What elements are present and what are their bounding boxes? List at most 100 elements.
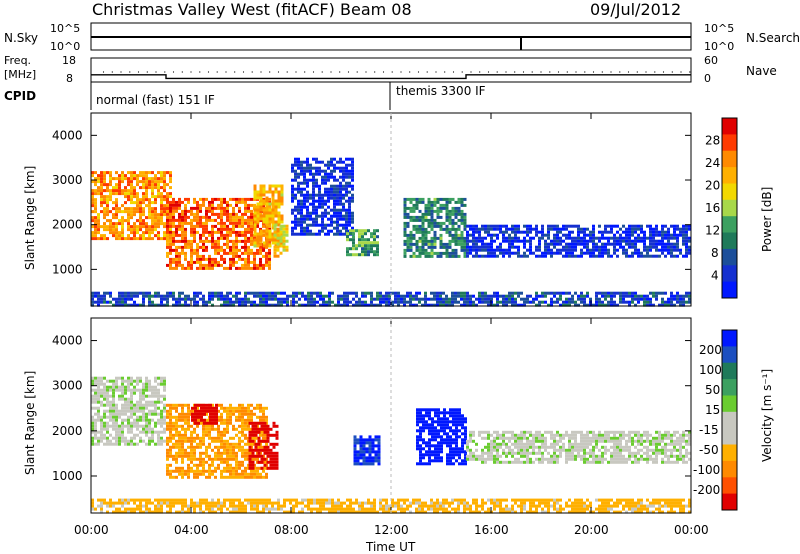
power-cell bbox=[327, 229, 330, 233]
power-cell bbox=[688, 224, 691, 228]
vel-cell bbox=[235, 469, 238, 473]
vel-cell bbox=[112, 427, 115, 431]
vel-cell bbox=[139, 391, 142, 395]
vel-cell bbox=[148, 424, 151, 428]
power-cell bbox=[343, 300, 346, 304]
power-cell bbox=[274, 184, 278, 188]
power-cell bbox=[448, 215, 452, 219]
power-cell bbox=[292, 297, 295, 301]
power-cell bbox=[643, 233, 646, 237]
vel-cell bbox=[422, 441, 425, 445]
power-cell bbox=[112, 189, 115, 193]
power-cell bbox=[562, 254, 565, 258]
vel-cell bbox=[368, 459, 372, 463]
power-cell bbox=[283, 297, 286, 301]
vel-cell bbox=[169, 439, 172, 443]
power-cell bbox=[514, 245, 517, 249]
power-cell bbox=[345, 193, 348, 197]
power-cell bbox=[430, 251, 434, 255]
power-cell bbox=[235, 212, 238, 216]
vel-cell bbox=[100, 439, 103, 443]
vel-cell bbox=[443, 423, 446, 427]
vel-cell bbox=[263, 451, 267, 455]
vel-cell bbox=[151, 394, 154, 398]
power-cell bbox=[523, 251, 526, 255]
power-cell bbox=[97, 180, 100, 184]
power-cell bbox=[517, 227, 520, 231]
power-cell bbox=[214, 206, 217, 210]
power-cell bbox=[607, 300, 610, 304]
power-cell bbox=[327, 205, 330, 209]
nave-point bbox=[689, 71, 691, 73]
vel-cell bbox=[466, 448, 469, 452]
power-cell bbox=[409, 297, 412, 301]
power-cell bbox=[109, 198, 112, 202]
power-cell bbox=[529, 230, 532, 234]
vel-cell bbox=[148, 439, 151, 443]
power-cell bbox=[309, 163, 312, 167]
power-cell bbox=[163, 210, 166, 214]
power-cell bbox=[127, 183, 130, 187]
power-cell bbox=[640, 230, 643, 234]
power-cell bbox=[303, 202, 306, 206]
power-cell bbox=[223, 233, 226, 237]
vel-cell bbox=[136, 442, 139, 446]
power-cell bbox=[469, 245, 472, 249]
power-cell bbox=[178, 263, 181, 267]
vel-cell bbox=[419, 414, 422, 418]
power-cell bbox=[514, 239, 517, 243]
power-cell bbox=[184, 197, 187, 201]
power-cell bbox=[457, 294, 460, 298]
power-cell bbox=[196, 248, 199, 252]
power-cell bbox=[286, 303, 289, 307]
power-cell bbox=[394, 300, 397, 304]
vel-cell bbox=[154, 391, 157, 395]
vel-cell bbox=[145, 376, 148, 380]
vel-cell bbox=[241, 472, 244, 476]
power-cell bbox=[273, 251, 277, 255]
power-cell bbox=[118, 294, 121, 298]
power-cell bbox=[610, 300, 613, 304]
power-cell bbox=[247, 254, 250, 258]
vel-cell bbox=[368, 453, 372, 457]
power-cell bbox=[676, 245, 679, 249]
vel-cell bbox=[215, 406, 218, 410]
power-cell bbox=[655, 239, 658, 243]
vel-cell bbox=[440, 441, 443, 445]
vel-cell bbox=[130, 412, 133, 416]
power-cell bbox=[226, 236, 229, 240]
vel-cell bbox=[202, 463, 205, 467]
power-cell bbox=[217, 239, 220, 243]
power-cell bbox=[481, 297, 484, 301]
power-cell bbox=[415, 215, 419, 219]
power-cell bbox=[190, 233, 193, 237]
vel-cell bbox=[241, 433, 244, 437]
power-cell bbox=[259, 303, 262, 307]
power-cell bbox=[433, 209, 437, 213]
vel-cell bbox=[175, 439, 178, 443]
power-cell bbox=[154, 195, 157, 199]
power-cell bbox=[634, 245, 637, 249]
power-cell bbox=[580, 242, 583, 246]
vel-cell bbox=[121, 403, 124, 407]
power-cell bbox=[424, 218, 428, 222]
vel-cell bbox=[223, 430, 226, 434]
vel-cell bbox=[469, 439, 472, 443]
vel-cell bbox=[202, 424, 205, 428]
vel-cell bbox=[431, 438, 434, 442]
vel-cell bbox=[175, 454, 178, 458]
power-cell bbox=[256, 190, 260, 194]
vel-cell bbox=[94, 427, 97, 431]
power-cell bbox=[121, 303, 124, 307]
power-cell bbox=[214, 230, 217, 234]
power-cell bbox=[169, 195, 172, 199]
vel-cell bbox=[238, 448, 241, 452]
power-cell bbox=[244, 236, 247, 240]
power-cell bbox=[493, 254, 496, 258]
power-cell bbox=[327, 166, 330, 170]
power-cell bbox=[532, 227, 535, 231]
power-cell bbox=[451, 218, 455, 222]
power-cell bbox=[121, 225, 124, 229]
vel-cell bbox=[133, 403, 136, 407]
power-cell bbox=[223, 294, 226, 298]
